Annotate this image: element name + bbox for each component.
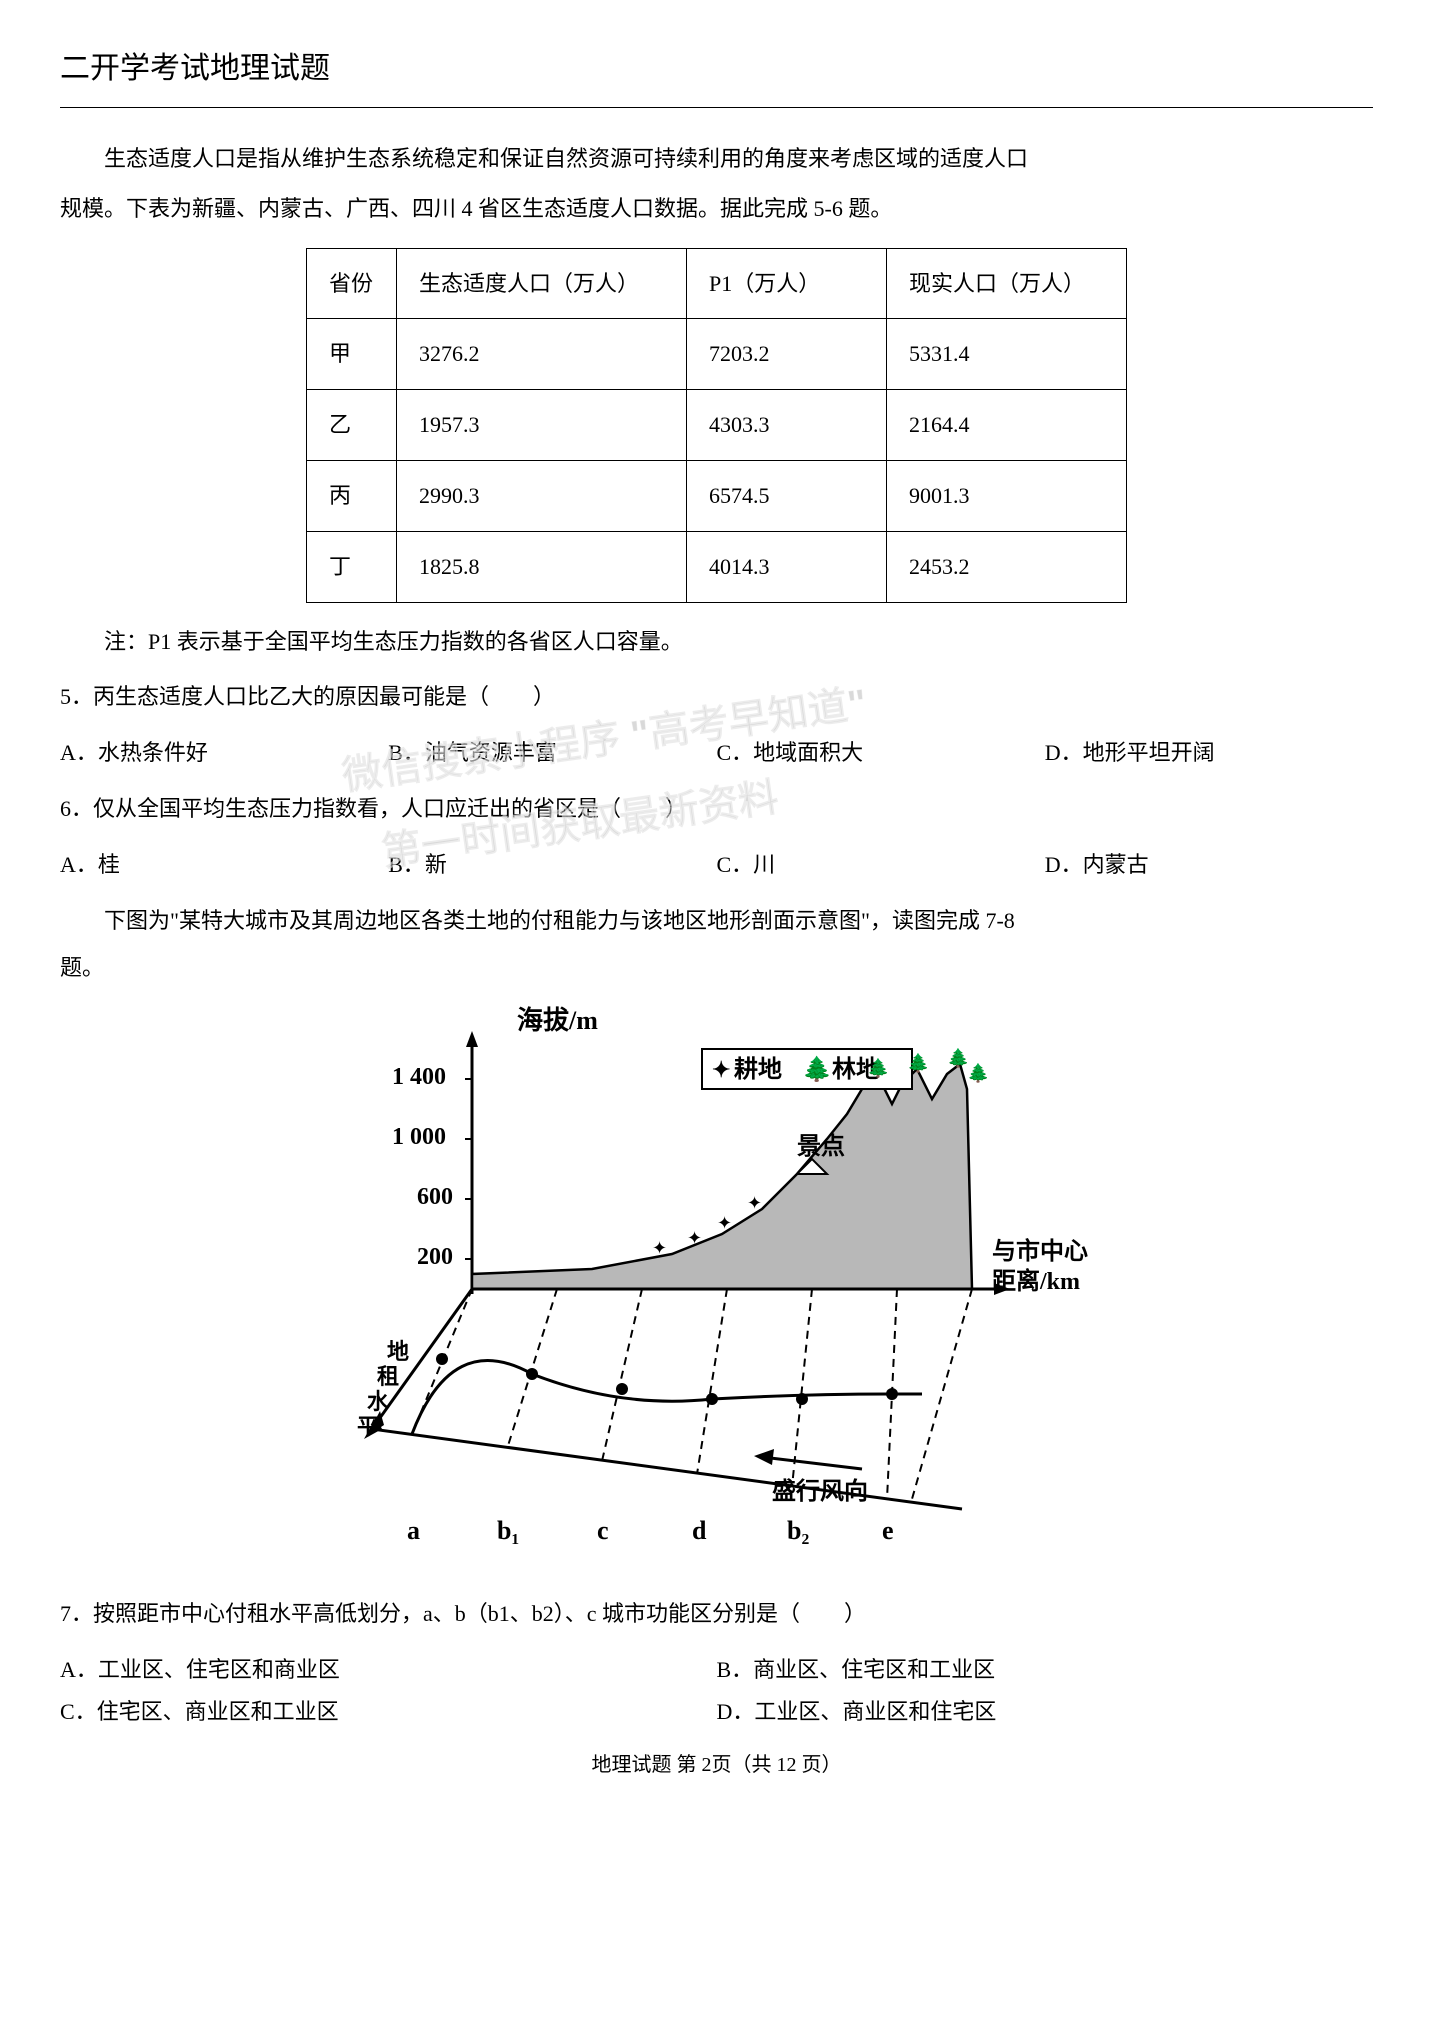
svg-text:景点: 景点 (797, 1133, 845, 1160)
svg-text:距离/km: 距离/km (992, 1267, 1080, 1295)
option-a: A．工业区、住宅区和商业区 (60, 1649, 717, 1691)
svg-text:🌲: 🌲 (802, 1055, 832, 1083)
figure-intro-2: 题。 (60, 947, 1373, 989)
page-footer: 地理试题 第 2页（共 12 页） (60, 1746, 1373, 1784)
q5-options: A．水热条件好 B．油气资源丰富 C．地域面积大 D．地形平坦开阔 (60, 732, 1373, 774)
svg-text:600: 600 (417, 1184, 453, 1210)
table-cell: P1（万人） (687, 248, 887, 319)
table-cell: 甲 (307, 319, 397, 390)
svg-text:1 400: 1 400 (392, 1064, 446, 1090)
table-row: 乙 1957.3 4303.3 2164.4 (307, 390, 1127, 461)
table-row: 省份 生态适度人口（万人） P1（万人） 现实人口（万人） (307, 248, 1127, 319)
svg-text:🌲: 🌲 (967, 1062, 989, 1083)
svg-text:耕地: 耕地 (734, 1056, 782, 1083)
svg-text:✦: ✦ (652, 1238, 667, 1258)
svg-text:✦: ✦ (747, 1193, 762, 1213)
intro-text-2: 规模。下表为新疆、内蒙古、广西、四川 4 省区生态适度人口数据。据此完成 5-6… (60, 188, 1373, 230)
table-cell: 6574.5 (687, 460, 887, 531)
svg-text:地: 地 (387, 1339, 409, 1364)
svg-text:🌲: 🌲 (867, 1057, 889, 1078)
option-c: C．住宅区、商业区和工业区 (60, 1691, 717, 1733)
svg-text:与市中心: 与市中心 (992, 1237, 1088, 1265)
svg-text:b₂: b₂ (787, 1516, 809, 1545)
table-cell: 2164.4 (887, 390, 1127, 461)
q7-options: A．工业区、住宅区和商业区 B．商业区、住宅区和工业区 C．住宅区、商业区和工业… (60, 1649, 1373, 1733)
y-axis-label: 海拔/m (517, 1006, 598, 1035)
svg-text:200: 200 (417, 1244, 453, 1270)
svg-text:b₁: b₁ (497, 1516, 519, 1545)
svg-text:平: 平 (357, 1414, 379, 1439)
option-c: C．地域面积大 (717, 732, 1045, 774)
table-cell: 省份 (307, 248, 397, 319)
table-cell: 生态适度人口（万人） (397, 248, 687, 319)
svg-text:1 000: 1 000 (392, 1124, 446, 1150)
table-cell: 丙 (307, 460, 397, 531)
option-c: C．川 (717, 844, 1045, 886)
table-cell: 1957.3 (397, 390, 687, 461)
svg-text:租: 租 (377, 1364, 399, 1389)
intro-text-1: 生态适度人口是指从维护生态系统稳定和保证自然资源可持续利用的角度来考虑区域的适度… (60, 138, 1373, 180)
option-b: B．油气资源丰富 (388, 732, 716, 774)
table-cell: 1825.8 (397, 531, 687, 602)
svg-text:水: 水 (367, 1389, 390, 1414)
table-row: 丙 2990.3 6574.5 9001.3 (307, 460, 1127, 531)
table-cell: 2990.3 (397, 460, 687, 531)
option-b: B．新 (388, 844, 716, 886)
table-cell: 3276.2 (397, 319, 687, 390)
table-cell: 5331.4 (887, 319, 1127, 390)
question-6: 6．仅从全国平均生态压力指数看，人口应迁出的省区是（ ） (60, 788, 1373, 830)
exam-title: 二开学考试地理试题 (60, 40, 1373, 97)
table-cell: 丁 (307, 531, 397, 602)
title-divider (60, 107, 1373, 108)
svg-text:🌲: 🌲 (907, 1052, 929, 1073)
svg-text:c: c (597, 1516, 609, 1545)
svg-text:✦: ✦ (712, 1057, 730, 1082)
figure-intro-1: 下图为"某特大城市及其周边地区各类土地的付租能力与该地区地形剖面示意图"，读图完… (60, 900, 1373, 942)
q6-options: A．桂 B．新 C．川 D．内蒙古 (60, 844, 1373, 886)
table-row: 甲 3276.2 7203.2 5331.4 (307, 319, 1127, 390)
table-cell: 4303.3 (687, 390, 887, 461)
table-cell: 现实人口（万人） (887, 248, 1127, 319)
question-7: 7．按照距市中心付租水平高低划分，a、b（b1、b2）、c 城市功能区分别是（ … (60, 1593, 1373, 1635)
svg-text:e: e (882, 1516, 894, 1545)
table-cell: 2453.2 (887, 531, 1127, 602)
table-cell: 7203.2 (687, 319, 887, 390)
table-cell: 9001.3 (887, 460, 1127, 531)
svg-text:✦: ✦ (717, 1213, 732, 1233)
option-b: B．商业区、住宅区和工业区 (717, 1649, 1374, 1691)
question-5: 5．丙生态适度人口比乙大的原因最可能是（ ） (60, 676, 1373, 718)
terrain-chart: 海拔/m 1 400 1 000 600 200 ✦ 耕地 🌲 林地 景点 ✦ … (342, 999, 1092, 1573)
data-table: 省份 生态适度人口（万人） P1（万人） 现实人口（万人） 甲 3276.2 7… (306, 248, 1127, 603)
svg-text:d: d (692, 1516, 707, 1545)
table-cell: 4014.3 (687, 531, 887, 602)
svg-text:a: a (407, 1516, 420, 1545)
option-a: A．水热条件好 (60, 732, 388, 774)
table-cell: 乙 (307, 390, 397, 461)
table-note: 注：P1 表示基于全国平均生态压力指数的各省区人口容量。 (60, 621, 1373, 663)
svg-text:盛行风向: 盛行风向 (772, 1477, 868, 1505)
option-d: D．地形平坦开阔 (1045, 732, 1373, 774)
option-d: D．工业区、商业区和住宅区 (717, 1691, 1374, 1733)
svg-text:✦: ✦ (687, 1228, 702, 1248)
option-d: D．内蒙古 (1045, 844, 1373, 886)
table-row: 丁 1825.8 4014.3 2453.2 (307, 531, 1127, 602)
option-a: A．桂 (60, 844, 388, 886)
